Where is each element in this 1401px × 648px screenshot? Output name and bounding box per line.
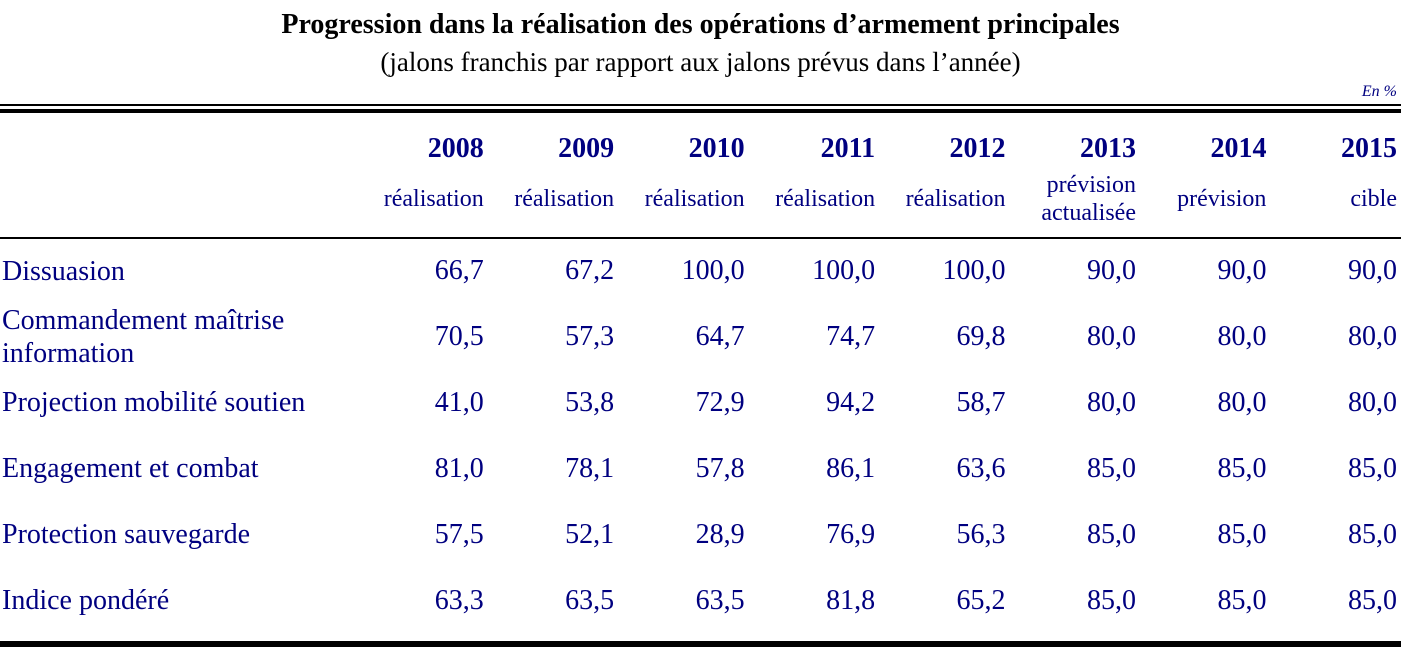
corner-cell bbox=[0, 113, 357, 167]
value-cell: 81,0 bbox=[434, 452, 484, 484]
table-body: Dissuasion 66,7 67,2 100,0 100,0 100,0 90,0 90,… bbox=[0, 238, 1401, 634]
year-header-cell: 2013 bbox=[1079, 132, 1136, 164]
value-cell: 80,0 bbox=[1217, 386, 1267, 418]
value-cell: 85,0 bbox=[1217, 518, 1267, 550]
table-row: Dissuasion 66,7 67,2 100,0 100,0 100,0 90,0 90,… bbox=[0, 238, 1401, 304]
bottom-thick-rule bbox=[0, 641, 1401, 647]
top-thin-rule bbox=[0, 104, 1401, 106]
value-cell: 52,1 bbox=[565, 518, 615, 550]
year-header-cell: 2009 bbox=[558, 132, 615, 164]
table-row: Indice pondéré 63,3 63,5 63,5 81,8 65,2 85,0 85… bbox=[0, 568, 1401, 634]
year-header-cell: 2010 bbox=[688, 132, 745, 164]
unit-note: En % bbox=[1361, 83, 1397, 100]
value-cell: 57,8 bbox=[695, 452, 745, 484]
value-cell: 81,8 bbox=[826, 584, 876, 616]
table-title: Progression dans la réalisation des opér… bbox=[281, 9, 1120, 40]
year-header-cell: 2011 bbox=[820, 132, 876, 164]
value-cell: 100,0 bbox=[942, 255, 1006, 286]
row-label: Indice pondéré bbox=[2, 585, 170, 616]
type-header-cell: réalisation bbox=[487, 166, 619, 239]
year-header-cell: 2008 bbox=[427, 132, 484, 164]
table-header: 2008 2009 2010 2011 2012 2013 2014 2015 réalisat… bbox=[0, 113, 1401, 239]
type-header-cell: cible bbox=[1270, 166, 1401, 239]
value-cell: 85,0 bbox=[1348, 584, 1397, 616]
value-cell: 63,6 bbox=[956, 452, 1006, 484]
value-cell: 69,8 bbox=[956, 320, 1006, 352]
type-header-cell: réalisation bbox=[879, 166, 1010, 239]
value-cell: 85,0 bbox=[1348, 518, 1397, 550]
value-cell: 74,7 bbox=[826, 320, 876, 352]
value-cell: 72,9 bbox=[695, 386, 745, 418]
corner-cell bbox=[0, 166, 358, 239]
value-cell: 90,0 bbox=[1348, 255, 1397, 286]
value-cell: 78,1 bbox=[565, 452, 615, 484]
year-header-cell: 2015 bbox=[1341, 132, 1397, 164]
table-subtitle: (jalons franchis par rapport aux jalons … bbox=[380, 47, 1021, 77]
row-label: Projection mobilité soutien bbox=[2, 387, 306, 418]
value-cell: 70,5 bbox=[434, 320, 484, 352]
value-cell: 57,5 bbox=[434, 518, 484, 550]
value-cell: 80,0 bbox=[1086, 386, 1136, 418]
value-cell: 76,9 bbox=[826, 518, 876, 550]
value-cell: 56,3 bbox=[956, 518, 1006, 550]
value-cell: 85,0 bbox=[1217, 584, 1267, 616]
value-cell: 94,2 bbox=[826, 386, 876, 418]
value-cell: 28,9 bbox=[695, 518, 745, 550]
year-header-cell: 2012 bbox=[949, 132, 1006, 164]
value-cell: 85,0 bbox=[1217, 452, 1267, 484]
table-row: Engagement et combat 81,0 78,1 57,8 86,1 63,6… bbox=[0, 436, 1401, 502]
value-cell: 85,0 bbox=[1348, 452, 1397, 484]
year-header-row: 2008 2009 2010 2011 2012 2013 2014 2015 bbox=[0, 113, 1401, 167]
unit-row: En % bbox=[0, 80, 1401, 104]
value-cell: 57,3 bbox=[565, 320, 615, 352]
type-header-cell: réalisation bbox=[618, 166, 749, 239]
value-cell: 80,0 bbox=[1086, 320, 1136, 352]
row-label: Dissuasion bbox=[2, 255, 125, 287]
type-header-cell: prévision actualisée bbox=[1009, 166, 1140, 239]
row-label: Protection sauvegarde bbox=[2, 519, 251, 550]
value-cell: 63,3 bbox=[434, 584, 484, 616]
value-cell: 67,2 bbox=[565, 255, 615, 286]
value-cell: 64,7 bbox=[695, 320, 745, 352]
value-cell: 90,0 bbox=[1217, 255, 1267, 286]
type-header-cell: prévision bbox=[1139, 166, 1271, 239]
value-cell: 85,0 bbox=[1086, 518, 1136, 550]
value-cell: 86,1 bbox=[826, 452, 876, 484]
milestones-table: 2008 2009 2010 2011 2012 2013 2014 2015 réalisat… bbox=[0, 113, 1401, 634]
value-cell: 100,0 bbox=[681, 255, 745, 286]
table-row: Protection sauvegarde 57,5 52,1 28,9 76,9 56,… bbox=[0, 502, 1401, 568]
type-header-row: réalisation réalisation réalisation réalisa… bbox=[0, 166, 1401, 239]
top-thick-rule bbox=[0, 108, 1401, 113]
table-row: Projection mobilité soutien 41,0 53,8 72,9 9… bbox=[0, 370, 1401, 436]
value-cell: 53,8 bbox=[565, 386, 615, 418]
row-label: Engagement et combat bbox=[2, 453, 259, 484]
value-cell: 63,5 bbox=[565, 584, 615, 616]
value-cell: 80,0 bbox=[1348, 386, 1397, 418]
row-label: Commandement maîtrise information bbox=[2, 304, 285, 369]
table-row: Commandement maîtrise information 70,5 57,… bbox=[0, 304, 1401, 370]
type-header-cell: réalisation bbox=[748, 166, 880, 239]
value-cell: 65,2 bbox=[956, 584, 1006, 616]
value-cell: 85,0 bbox=[1086, 584, 1136, 616]
year-header-cell: 2014 bbox=[1210, 132, 1267, 164]
type-header-cell: réalisation bbox=[357, 166, 488, 239]
value-cell: 80,0 bbox=[1217, 320, 1267, 352]
value-cell: 41,0 bbox=[434, 386, 484, 418]
value-cell: 85,0 bbox=[1086, 452, 1136, 484]
value-cell: 58,7 bbox=[956, 386, 1006, 418]
value-cell: 66,7 bbox=[434, 255, 484, 286]
value-cell: 63,5 bbox=[695, 584, 745, 616]
value-cell: 100,0 bbox=[812, 255, 876, 286]
value-cell: 90,0 bbox=[1086, 255, 1136, 286]
value-cell: 80,0 bbox=[1348, 320, 1397, 352]
